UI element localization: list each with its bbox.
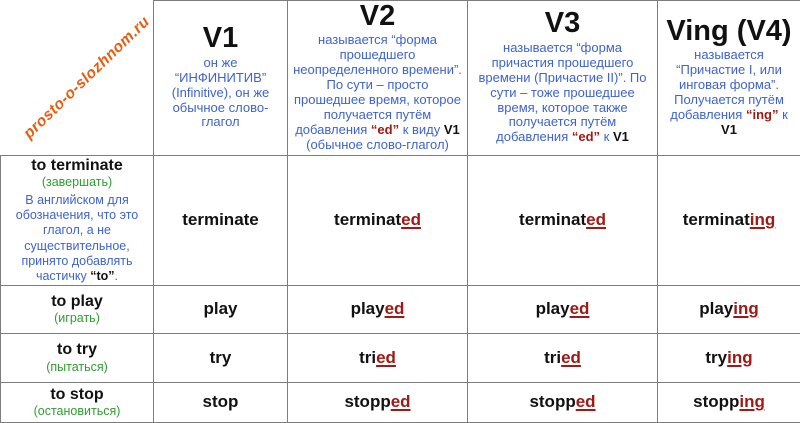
text-segment: к [778,107,787,122]
verb-form-cell: played [288,285,468,333]
verb-form-cell: tried [288,333,468,382]
text-segment: “ed” [572,129,600,144]
text-segment: к виду [399,122,444,137]
verb-form-base: terminate [182,210,259,229]
verb-infinitive: to terminate [3,156,151,175]
verb-form-ending: ed [576,392,596,411]
verb-form-base: terminat [334,210,401,229]
text-segment: . [115,269,118,283]
verb-form-cell: terminated [288,155,468,285]
text-segment: (обычное слово-глагол) [306,137,449,152]
verb-form-cell: tried [468,333,658,382]
text-segment: “to” [90,269,114,283]
verb-infinitive: to try [3,340,151,359]
verb-form-base: terminat [683,210,750,229]
col-title-v3: V3 [470,8,655,39]
col-title-ving: Ving (V4) [660,16,798,47]
col-title-v2: V2 [290,1,465,32]
verb-cell: to stop(остановиться) [1,382,154,422]
verb-form-cell: terminate [154,155,288,285]
text-segment: V1 [613,129,629,144]
verb-cell: to terminate(завершать) В английском для … [1,155,154,285]
verb-form-cell: stop [154,382,288,422]
col-desc-v2: называется “форма прошедшего неопределен… [290,32,465,155]
verb-form-cell: terminating [658,155,800,285]
watermark-text: prosto-o-slozhnom.ru [20,13,153,143]
verb-form-base: stopp [529,392,575,411]
verb-form-base: try [210,348,232,367]
verb-form-base: play [351,299,385,318]
verb-form-cell: stopped [468,382,658,422]
header-row: prosto-o-slozhnom.ru V1 он же “ИНФИНИТИВ… [1,1,800,156]
text-segment: V1 [444,122,460,137]
verb-form-ending: ed [586,210,606,229]
verb-form-cell: stopping [658,382,800,422]
verb-form-ending: ed [391,392,411,411]
text-segment: к [600,129,613,144]
verb-form-base: tri [359,348,376,367]
verb-form-base: stop [203,392,239,411]
verb-form-base: tri [544,348,561,367]
verb-form-ending: ed [570,299,590,318]
verb-form-base: try [705,348,727,367]
verb-form-ending: ing [733,299,759,318]
col-header-v2: V2 называется “форма прошедшего неопреде… [288,1,468,156]
verb-form-base: terminat [519,210,586,229]
verb-cell: to try(пытаться) [1,333,154,382]
table-body: to terminate(завершать) В английском для … [1,155,800,422]
verb-form-cell: play [154,285,288,333]
verb-infinitive: to play [3,292,151,311]
table-row: to terminate(завершать) В английском для … [1,155,800,285]
col-header-ving: Ving (V4) называется “Причастие I, или и… [658,1,800,156]
col-header-v3: V3 называется “форма причастия прошедшег… [468,1,658,156]
verb-form-ending: ed [385,299,405,318]
verb-form-base: play [699,299,733,318]
verb-form-ending: ed [401,210,421,229]
col-desc-v3: называется “форма причастия прошедшего в… [470,40,655,148]
verb-translation: (остановиться) [3,404,151,420]
col-title-v1: V1 [156,23,285,54]
col-header-v1: V1 он же “ИНФИНИТИВ” (Infinitive), он же… [154,1,288,156]
verb-translation: (пытаться) [3,360,151,376]
verb-form-ending: ing [727,348,753,367]
verb-form-cell: playing [658,285,800,333]
verb-form-cell: try [154,333,288,382]
verb-infinitive: to stop [3,385,151,404]
verb-form-ending: ing [750,210,776,229]
col-desc-ving: называется “Причастие I, или инговая фор… [660,47,798,140]
verb-translation: (играть) [3,311,151,327]
text-segment: “ed” [371,122,399,137]
verb-form-base: play [536,299,570,318]
verb-form-base: stopp [693,392,739,411]
text-segment: V1 [721,122,737,137]
verb-form-ending: ing [739,392,765,411]
verb-translation: (завершать) [3,175,151,191]
text-segment: он же “ИНФИНИТИВ” (Infinitive), он же об… [172,55,270,130]
verb-form-ending: ed [376,348,396,367]
verb-form-cell: played [468,285,658,333]
verb-note: В английском для обозначения, что это гл… [3,193,151,285]
verb-form-base: play [203,299,237,318]
col-desc-v1: он же “ИНФИНИТИВ” (Infinitive), он же об… [156,55,285,133]
verb-cell: to play(играть) [1,285,154,333]
verb-form-cell: stopped [288,382,468,422]
text-segment: “ing” [746,107,779,122]
verb-form-cell: terminated [468,155,658,285]
verb-form-cell: trying [658,333,800,382]
text-segment: В английском для обозначения, что это гл… [16,193,138,283]
watermark-cell: prosto-o-slozhnom.ru [1,1,154,156]
verb-form-base: stopp [344,392,390,411]
verb-form-ending: ed [561,348,581,367]
